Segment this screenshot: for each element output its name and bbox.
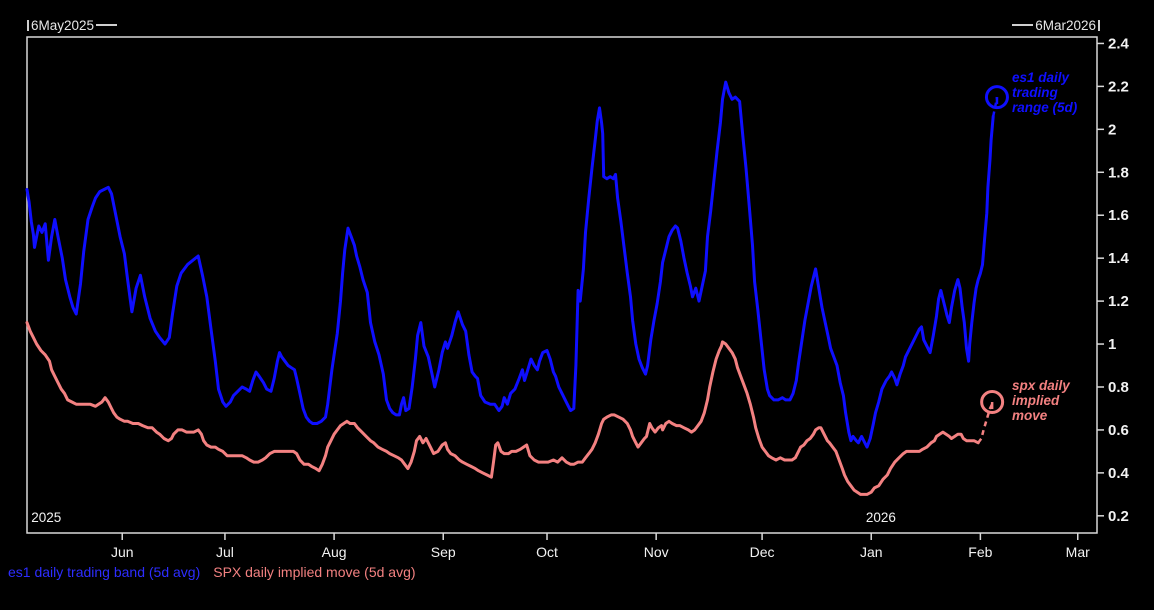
y-tick-label: 1.8: [1108, 164, 1129, 181]
legend-item-es1[interactable]: es1 daily trading band (5d avg): [8, 564, 201, 580]
date-range-start: 6May2025: [27, 17, 118, 33]
y-tick-label: 0.4: [1108, 465, 1130, 482]
legend-item-spx[interactable]: SPX daily implied move (5d avg): [213, 564, 416, 580]
date-range-start-tick: [27, 19, 29, 31]
series-spx-implied-move-tail: [977, 403, 994, 444]
series-spx-implied-move[interactable]: [25, 321, 980, 496]
date-range-start-line: [96, 24, 118, 26]
es1-trading-band-marker-circle[interactable]: [984, 85, 1009, 110]
plot-frame: [26, 36, 1098, 534]
y-tick-label: 2.2: [1108, 78, 1129, 95]
series-es1-trading-band[interactable]: [25, 80, 995, 449]
series-es1-trading-band-tail: [991, 96, 999, 117]
y-tick-label: 0.6: [1108, 422, 1129, 439]
x-tick-label: Aug: [322, 544, 347, 560]
x-tick-label: Nov: [644, 544, 669, 560]
legend: es1 daily trading band (5d avg) SPX dail…: [8, 564, 416, 580]
y-tick-label: 0.2: [1108, 508, 1129, 525]
y-tick-label: 2.4: [1108, 35, 1130, 52]
date-range-end-line: [1012, 24, 1034, 26]
year-label: 2026: [866, 510, 896, 525]
x-tick-label: Mar: [1066, 544, 1090, 560]
spx-callout-line-2: implied: [1012, 393, 1060, 408]
x-tick-label: Sep: [431, 544, 456, 560]
y-tick-label: 1.6: [1108, 207, 1129, 224]
x-tick-label: Feb: [968, 544, 992, 560]
date-range-start-label: 6May2025: [31, 17, 95, 33]
y-tick-label: 1.4: [1108, 250, 1130, 267]
y-tick-label: 1.2: [1108, 293, 1129, 310]
es1-callout-line-3: range (5d): [1012, 100, 1078, 115]
spx-callout[interactable]: spx daily implied move: [1012, 378, 1070, 423]
x-tick-label: Dec: [750, 544, 775, 560]
y-tick-label: 1: [1108, 336, 1116, 353]
es1-callout[interactable]: es1 daily trading range (5d): [1012, 70, 1077, 115]
y-tick-label: 2: [1108, 121, 1116, 138]
date-range-end-tick: [1098, 19, 1100, 31]
spx-callout-line-1: spx daily: [1012, 378, 1070, 393]
es1-callout-line-2: trading: [1012, 85, 1058, 100]
x-tick-label: Oct: [536, 544, 558, 560]
x-tick-label: Jul: [216, 544, 234, 560]
date-range-end-label: 6Mar2026: [1035, 17, 1096, 33]
spx-implied-move-marker-circle[interactable]: [980, 390, 1005, 415]
x-tick-label: Jun: [111, 544, 134, 560]
es1-callout-line-1: es1 daily: [1012, 70, 1070, 85]
spx-callout-line-3: move: [1012, 408, 1048, 423]
year-label: 2025: [31, 510, 61, 525]
date-range-end: 6Mar2026: [1012, 17, 1100, 33]
y-tick-label: 0.8: [1108, 379, 1129, 396]
x-tick-label: Jan: [860, 544, 883, 560]
